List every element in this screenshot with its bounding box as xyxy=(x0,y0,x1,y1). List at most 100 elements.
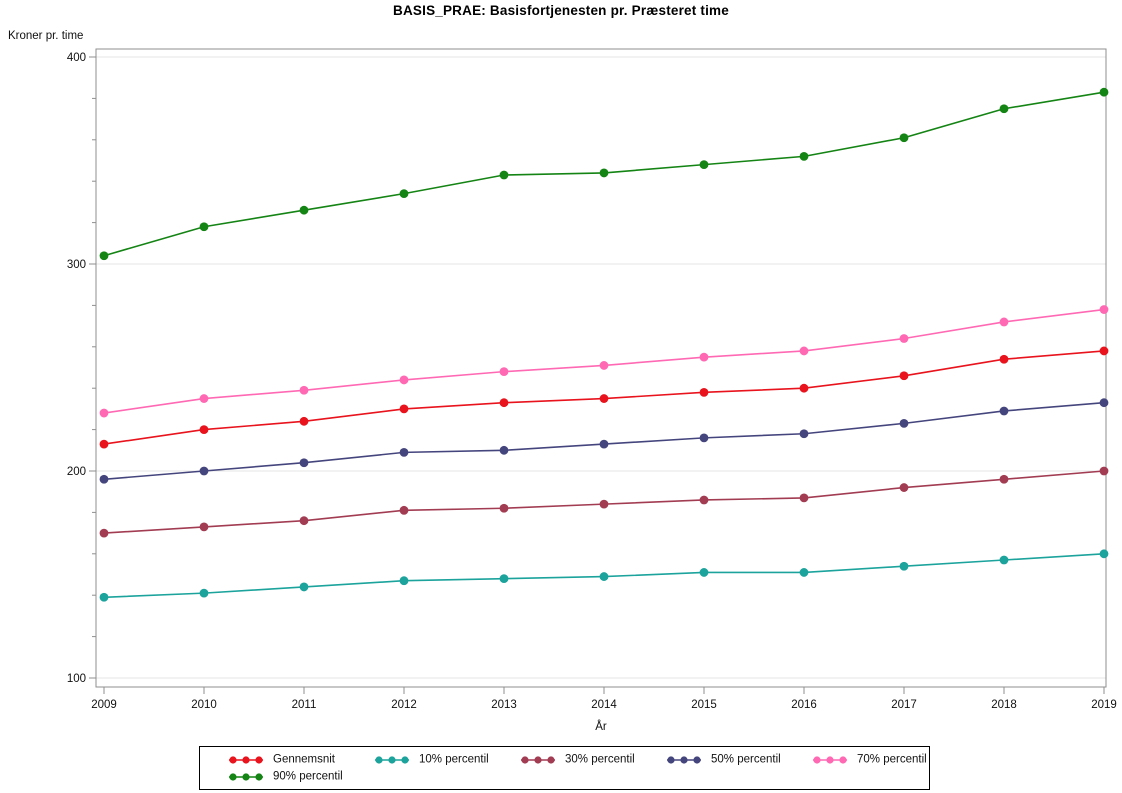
data-point xyxy=(299,416,309,426)
legend-dot xyxy=(680,756,688,764)
legend-label: Gennemsnit xyxy=(273,753,336,766)
data-point xyxy=(499,170,509,180)
data-point xyxy=(299,385,309,395)
series-10-percentil xyxy=(99,549,1109,602)
data-point xyxy=(399,576,409,586)
legend-dot xyxy=(375,756,383,764)
x-tick-label: 2015 xyxy=(691,699,717,711)
x-axis-ticks: 2009 2010 2011 2012 2013 2014 2015 2016 2017 2018… xyxy=(91,687,1117,711)
data-point xyxy=(999,406,1009,416)
legend-dot xyxy=(839,756,847,764)
x-tick-label: 2012 xyxy=(391,699,417,711)
legend-marker-icon xyxy=(521,756,555,764)
data-point xyxy=(699,568,709,577)
legend-item-50-percentil: 50% percentil xyxy=(664,751,810,768)
legend-label: 10% percentil xyxy=(419,753,489,766)
data-point xyxy=(499,445,509,455)
data-point xyxy=(699,160,709,170)
y-tick-label: 400 xyxy=(67,52,86,64)
data-point xyxy=(999,474,1009,484)
data-point xyxy=(799,383,809,393)
x-tick-label: 2016 xyxy=(791,699,817,711)
series-50-percentil xyxy=(99,398,1109,484)
data-point xyxy=(999,104,1009,114)
legend-dot xyxy=(229,756,237,764)
data-point xyxy=(399,447,409,457)
data-point xyxy=(399,505,409,515)
data-point xyxy=(999,354,1009,364)
legend-dot xyxy=(255,773,263,781)
data-point xyxy=(899,371,909,381)
legend-dot xyxy=(547,756,555,764)
x-tick-label: 2018 xyxy=(991,699,1017,711)
data-point xyxy=(499,574,509,584)
data-point xyxy=(1099,549,1109,559)
x-tick-label: 2010 xyxy=(191,699,217,711)
legend-marker-icon xyxy=(667,756,701,764)
legend-dot xyxy=(826,756,834,764)
data-point xyxy=(299,582,309,592)
legend-label: 90% percentil xyxy=(273,770,343,783)
x-tick-label: 2017 xyxy=(891,699,917,711)
data-point xyxy=(99,592,109,602)
legend-row-2: 90% percentil xyxy=(226,768,929,785)
x-tick-label: 2019 xyxy=(1091,699,1117,711)
data-point xyxy=(999,317,1009,327)
data-point xyxy=(599,439,609,449)
legend-marker-icon xyxy=(813,756,847,764)
data-point xyxy=(99,439,109,449)
data-point xyxy=(1099,466,1109,476)
legend-item-90-percentil: 90% percentil xyxy=(226,768,372,785)
data-point xyxy=(899,561,909,571)
data-point xyxy=(499,398,509,408)
data-point xyxy=(99,251,109,261)
data-point xyxy=(799,493,809,503)
data-point xyxy=(299,205,309,215)
data-point xyxy=(999,555,1009,565)
data-point xyxy=(99,474,109,484)
legend-dot xyxy=(401,756,409,764)
data-point xyxy=(99,528,109,538)
legend-label: 30% percentil xyxy=(565,753,635,766)
x-tick-label: 2009 xyxy=(91,699,117,711)
y-axis-ticks: 100 200 300 400 xyxy=(67,52,96,685)
legend-dot xyxy=(242,773,250,781)
legend-dot xyxy=(255,756,263,764)
legend-dot xyxy=(388,756,396,764)
y-tick-label: 200 xyxy=(67,466,86,478)
data-point xyxy=(1099,398,1109,408)
data-point xyxy=(199,588,209,598)
x-tick-label: 2014 xyxy=(591,699,617,711)
legend-label: 70% percentil xyxy=(857,753,927,766)
data-point xyxy=(599,361,609,370)
x-axis-label: År xyxy=(595,721,607,733)
legend-dot xyxy=(521,756,529,764)
legend-row-1: Gennemsnit 10% percentil 30% percentil 50% … xyxy=(226,751,929,768)
data-point xyxy=(499,503,509,513)
legend-label: 50% percentil xyxy=(711,753,781,766)
data-point xyxy=(299,458,309,468)
data-point xyxy=(799,346,809,356)
data-point xyxy=(399,189,409,199)
data-point xyxy=(799,429,809,439)
data-point xyxy=(699,433,709,443)
chart-title: BASIS_PRAE: Basisfortjenesten pr. Præste… xyxy=(393,3,729,18)
legend-item-10-percentil: 10% percentil xyxy=(372,751,518,768)
data-point xyxy=(599,572,609,581)
data-point xyxy=(1099,87,1109,97)
series-30-percentil xyxy=(99,466,1109,538)
data-point xyxy=(699,387,709,397)
legend-dot xyxy=(229,773,237,781)
data-point xyxy=(899,483,909,492)
legend-marker-icon xyxy=(229,756,263,764)
legend-item-gennemsnit: Gennemsnit xyxy=(226,751,372,768)
data-point xyxy=(899,334,909,343)
data-point xyxy=(699,352,709,362)
chart-svg: 100 200 300 400 2009 2010 2011 2012 2013 2014 2015… xyxy=(67,48,1117,711)
data-point xyxy=(199,425,209,434)
series-70-percentil xyxy=(99,305,1109,418)
data-point xyxy=(799,568,809,577)
data-point xyxy=(599,394,609,403)
legend-dot xyxy=(813,756,821,764)
